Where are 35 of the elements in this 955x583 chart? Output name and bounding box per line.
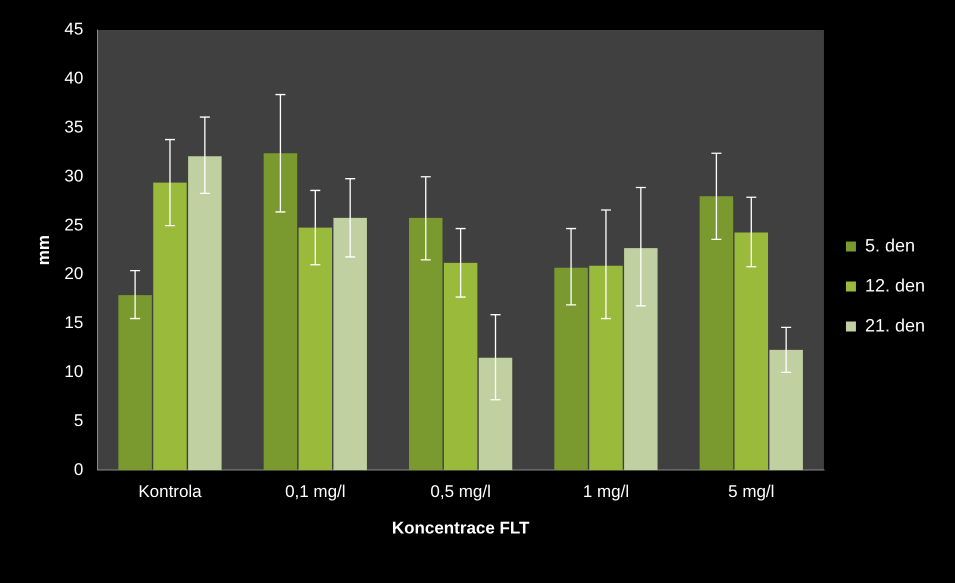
x-tick-label: 5 mg/l	[728, 482, 774, 502]
y-tick-label: 10	[64, 362, 84, 382]
y-tick-label: 40	[64, 68, 84, 88]
bar	[409, 218, 442, 470]
y-axis-title: mm	[34, 234, 53, 266]
bar	[264, 153, 298, 470]
bar	[734, 232, 768, 470]
bar	[700, 196, 734, 470]
bar	[554, 268, 588, 470]
bar	[769, 350, 803, 470]
y-tick-label: 35	[64, 118, 84, 137]
x-tick-label: 0,1 mg/l	[285, 482, 346, 502]
bar	[478, 358, 512, 470]
bar	[118, 295, 152, 470]
y-tick-label: 5	[74, 410, 84, 430]
x-tick-label: Kontrola	[138, 482, 202, 502]
bar	[188, 156, 222, 470]
x-tick-label: 0,5 mg/l	[430, 482, 491, 502]
y-tick-label: 25	[64, 215, 84, 234]
bar	[153, 182, 187, 470]
bar	[624, 248, 658, 470]
legend-label: 12. den	[864, 275, 926, 296]
bar	[589, 266, 623, 470]
y-tick-label: 45	[64, 20, 84, 39]
x-tick-label: 1 mg/l	[582, 482, 630, 502]
legend-label: 5. den	[864, 235, 915, 256]
y-tick-label: 30	[64, 166, 84, 186]
x-axis-title: Koncentrace FLT	[392, 518, 530, 538]
bar	[298, 228, 332, 470]
y-tick-label: 20	[64, 264, 84, 284]
bar	[333, 218, 367, 470]
y-tick-label: 0	[74, 460, 84, 479]
bar	[444, 262, 478, 470]
legend-label: 21. den	[864, 315, 926, 336]
y-tick-label: 15	[64, 313, 84, 332]
